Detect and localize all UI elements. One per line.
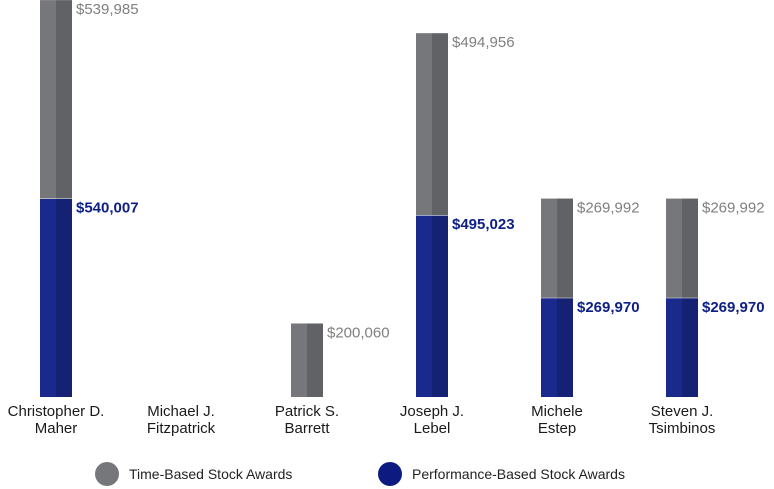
value-label-time-5: $269,992: [702, 200, 765, 217]
category-label-line: Lebel: [414, 420, 451, 437]
legend-label-performance-based: Performance-Based Stock Awards: [412, 466, 625, 482]
category-label-5: Steven J. Tsimbinos: [649, 403, 716, 437]
category-label-line: Joseph J.: [400, 403, 464, 420]
bar-performance-0: [40, 198, 56, 397]
bar-performance-shade-3: [432, 215, 448, 397]
legend: Time-Based Stock Awards Performance-Base…: [0, 462, 774, 488]
legend-label-time-based: Time-Based Stock Awards: [129, 466, 293, 482]
category-label-3: Joseph J. Lebel: [400, 403, 464, 437]
value-label-performance-3: $495,023: [452, 216, 515, 233]
value-label-time-3: $494,956: [452, 34, 515, 51]
category-label-line: Christopher D.: [8, 403, 105, 420]
bar-time-3: [416, 33, 432, 216]
bar-time-shade-2: [307, 323, 323, 397]
category-label-line: Barrett: [284, 420, 330, 437]
legend-item-time-based: Time-Based Stock Awards: [95, 462, 292, 486]
bar-performance-4: [541, 297, 557, 397]
bar-time-shade-4: [557, 198, 573, 298]
bar-time-4: [541, 198, 557, 298]
bar-performance-3: [416, 215, 432, 397]
bar-time-0: [40, 0, 56, 199]
bar-performance-5: [666, 297, 682, 397]
category-label-line: Maher: [35, 420, 78, 437]
category-label-1: Michael J. Fitzpatrick: [147, 403, 216, 437]
bar-time-5: [666, 198, 682, 298]
bar-time-shade-3: [432, 33, 448, 216]
category-label-line: Steven J.: [651, 403, 714, 420]
category-label-0: Christopher D. Maher: [8, 403, 105, 437]
category-label-4: Michele Estep: [531, 403, 583, 437]
value-label-time-0: $539,985: [76, 1, 139, 18]
value-label-time-4: $269,992: [577, 200, 640, 217]
bar-performance-shade-0: [56, 198, 72, 397]
category-label-line: Michael J.: [147, 403, 215, 420]
category-label-2: Patrick S. Barrett: [275, 403, 339, 437]
category-label-line: Estep: [538, 420, 576, 437]
category-label-line: Fitzpatrick: [147, 420, 216, 437]
bar-performance-shade-4: [557, 297, 573, 397]
category-label-line: Tsimbinos: [649, 420, 716, 437]
category-label-line: Michele: [531, 403, 583, 420]
legend-item-performance-based: Performance-Based Stock Awards: [378, 462, 625, 486]
bar-time-2: [291, 323, 307, 397]
category-label-line: Patrick S.: [275, 403, 339, 420]
bar-time-shade-0: [56, 0, 72, 199]
value-label-time-2: $200,060: [327, 324, 390, 341]
bar-time-shade-5: [682, 198, 698, 298]
value-label-performance-0: $540,007: [76, 200, 139, 217]
bar-performance-shade-5: [682, 297, 698, 397]
value-label-performance-5: $269,970: [702, 299, 765, 316]
legend-swatch-performance-based: [378, 462, 402, 486]
legend-swatch-time-based: [95, 462, 119, 486]
value-label-performance-4: $269,970: [577, 299, 640, 316]
